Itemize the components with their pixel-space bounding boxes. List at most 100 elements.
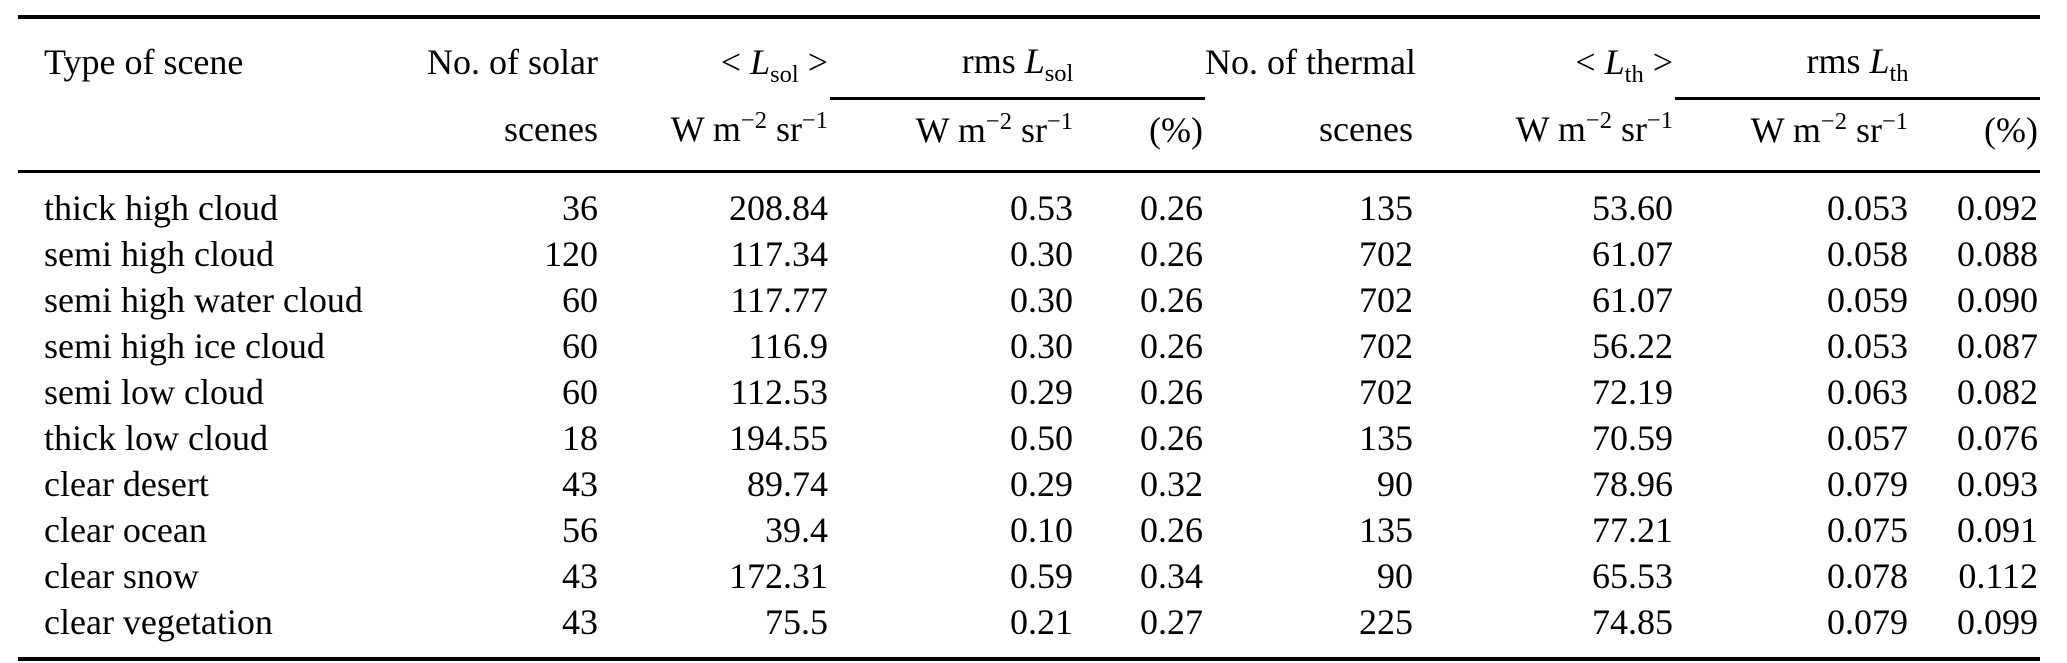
cell-scene-type: clear vegetation (44, 602, 273, 642)
col-header-solar-count: No. of solar (427, 41, 598, 82)
cell-solar-mean-radiance: 194.55 (729, 418, 828, 458)
col-header-thermal-rms-group: rms Lth (1675, 17, 2041, 100)
cell-solar-rms-radiance: 0.59 (1010, 556, 1073, 596)
cell-solar-mean-radiance: 39.4 (765, 510, 828, 550)
cell-solar-mean-radiance: 117.34 (730, 234, 828, 274)
table-row: semi high ice cloud 60 116.9 0.30 0.26 702 56.… (18, 323, 2040, 369)
col-header-type-of-scene: Type of scene (44, 41, 244, 82)
cell-thermal-rms-percent: 0.099 (1957, 602, 2039, 642)
cell-solar-mean-radiance: 75.5 (765, 602, 828, 642)
cell-solar-scenes-count: 43 (562, 556, 598, 596)
cell-thermal-scenes-count: 702 (1359, 234, 1413, 274)
cell-solar-rms-percent: 0.32 (1140, 464, 1203, 504)
cell-scene-type: clear ocean (44, 510, 207, 550)
col-header-solar-mean: < Lsol > (720, 41, 828, 88)
cell-scene-type: semi high ice cloud (44, 326, 325, 366)
subheader-thermal-scenes: scenes (1205, 98, 1415, 173)
cell-solar-rms-radiance: 0.30 (1010, 326, 1073, 366)
table-body: thick high cloud 36 208.84 0.53 0.26 135 53.60… (18, 172, 2040, 660)
subheader-thermal-rms-unit: W m−2 sr−1 (1675, 98, 1910, 173)
cell-solar-rms-radiance: 0.53 (1010, 188, 1073, 228)
cell-thermal-rms-percent: 0.112 (1958, 556, 2039, 596)
cell-solar-rms-radiance: 0.21 (1010, 602, 1073, 642)
table-row: clear snow 43 172.31 0.59 0.34 90 65.53 0.078 0.… (18, 553, 2040, 599)
cell-solar-rms-radiance: 0.29 (1010, 464, 1073, 504)
table-row: clear desert 43 89.74 0.29 0.32 90 78.96 0.079 0… (18, 461, 2040, 507)
cell-solar-rms-radiance: 0.30 (1010, 280, 1073, 320)
cell-solar-scenes-count: 60 (562, 280, 598, 320)
cell-thermal-scenes-count: 702 (1359, 280, 1413, 320)
cell-solar-mean-radiance: 208.84 (729, 188, 828, 228)
cell-thermal-rms-percent: 0.087 (1957, 326, 2039, 366)
cell-thermal-scenes-count: 702 (1359, 326, 1413, 366)
cell-thermal-rms-radiance: 0.079 (1827, 464, 1908, 504)
cell-thermal-scenes-count: 90 (1377, 556, 1413, 596)
cell-thermal-mean-radiance: 61.07 (1592, 234, 1673, 274)
cell-thermal-rms-percent: 0.091 (1957, 510, 2039, 550)
cell-thermal-rms-radiance: 0.078 (1827, 556, 1908, 596)
cell-solar-rms-radiance: 0.29 (1010, 372, 1073, 412)
cell-thermal-rms-radiance: 0.079 (1827, 602, 1908, 642)
cell-solar-rms-radiance: 0.30 (1010, 234, 1073, 274)
scene-statistics-table: Type of scene No. of solar < Lsol > rms … (18, 15, 2041, 661)
cell-solar-rms-percent: 0.34 (1140, 556, 1203, 596)
cell-solar-scenes-count: 36 (562, 188, 598, 228)
cell-solar-mean-radiance: 117.77 (730, 280, 828, 320)
col-header-solar-rms-group: rms Lsol (830, 17, 1205, 100)
cell-solar-rms-radiance: 0.50 (1010, 418, 1073, 458)
header-row-2: scenes W m−2 sr−1 W m−2 sr−1 (%) scenes … (18, 98, 2041, 173)
cell-solar-rms-percent: 0.26 (1140, 234, 1203, 274)
cell-thermal-scenes-count: 135 (1359, 418, 1413, 458)
table-row: semi low cloud 60 112.53 0.29 0.26 702 72.19 0.… (18, 369, 2040, 415)
cell-thermal-rms-percent: 0.090 (1957, 280, 2039, 320)
cell-thermal-mean-radiance: 53.60 (1592, 188, 1673, 228)
cell-thermal-rms-percent: 0.088 (1957, 234, 2039, 274)
cell-solar-rms-percent: 0.26 (1140, 510, 1203, 550)
cell-solar-mean-radiance: 116.9 (748, 326, 828, 366)
cell-solar-rms-percent: 0.27 (1140, 602, 1203, 642)
cell-scene-type: clear snow (44, 556, 199, 596)
cell-thermal-scenes-count: 90 (1377, 464, 1413, 504)
cell-thermal-mean-radiance: 77.21 (1592, 510, 1673, 550)
cell-thermal-rms-radiance: 0.053 (1827, 188, 1908, 228)
subheader-empty (18, 98, 400, 173)
cell-thermal-rms-radiance: 0.058 (1827, 234, 1908, 274)
cell-solar-rms-radiance: 0.10 (1010, 510, 1073, 550)
subheader-solar-rms-unit: W m−2 sr−1 (830, 98, 1075, 173)
cell-solar-scenes-count: 43 (562, 602, 598, 642)
cell-thermal-scenes-count: 702 (1359, 372, 1413, 412)
cell-solar-scenes-count: 60 (562, 372, 598, 412)
cell-solar-scenes-count: 120 (544, 234, 598, 274)
table-row: clear vegetation 43 75.5 0.21 0.27 225 74.85 0.… (18, 599, 2040, 659)
cell-solar-scenes-count: 43 (562, 464, 598, 504)
subheader-thermal-mean-unit: W m−2 sr−1 (1415, 98, 1675, 173)
subheader-solar-mean-unit: W m−2 sr−1 (600, 98, 830, 173)
cell-solar-scenes-count: 56 (562, 510, 598, 550)
table-row: thick low cloud 18 194.55 0.50 0.26 135 70.59 0… (18, 415, 2040, 461)
cell-solar-rms-percent: 0.26 (1140, 372, 1203, 412)
col-header-thermal-mean: < Lth > (1575, 41, 1673, 88)
cell-scene-type: semi high cloud (44, 234, 274, 274)
cell-thermal-mean-radiance: 70.59 (1592, 418, 1673, 458)
cell-scene-type: semi high water cloud (44, 280, 363, 320)
subheader-solar-scenes: scenes (400, 98, 600, 173)
cell-scene-type: semi low cloud (44, 372, 264, 412)
table-header: Type of scene No. of solar < Lsol > rms … (18, 17, 2041, 173)
cell-thermal-rms-radiance: 0.059 (1827, 280, 1908, 320)
cell-thermal-mean-radiance: 72.19 (1592, 372, 1673, 412)
cell-thermal-mean-radiance: 65.53 (1592, 556, 1673, 596)
table-row: thick high cloud 36 208.84 0.53 0.26 135 53.60… (18, 172, 2040, 232)
col-header-thermal-count: No. of thermal (1205, 41, 1416, 82)
cell-thermal-rms-radiance: 0.075 (1827, 510, 1908, 550)
cell-solar-rms-percent: 0.26 (1140, 326, 1203, 366)
cell-thermal-rms-radiance: 0.063 (1827, 372, 1908, 412)
cell-solar-rms-percent: 0.26 (1140, 188, 1203, 228)
cell-scene-type: clear desert (44, 464, 209, 504)
cell-solar-scenes-count: 60 (562, 326, 598, 366)
cell-solar-mean-radiance: 112.53 (730, 372, 828, 412)
table-row: clear ocean 56 39.4 0.10 0.26 135 77.21 0.075 0.… (18, 507, 2040, 553)
cell-solar-mean-radiance: 89.74 (747, 464, 828, 504)
cell-thermal-rms-radiance: 0.053 (1827, 326, 1908, 366)
